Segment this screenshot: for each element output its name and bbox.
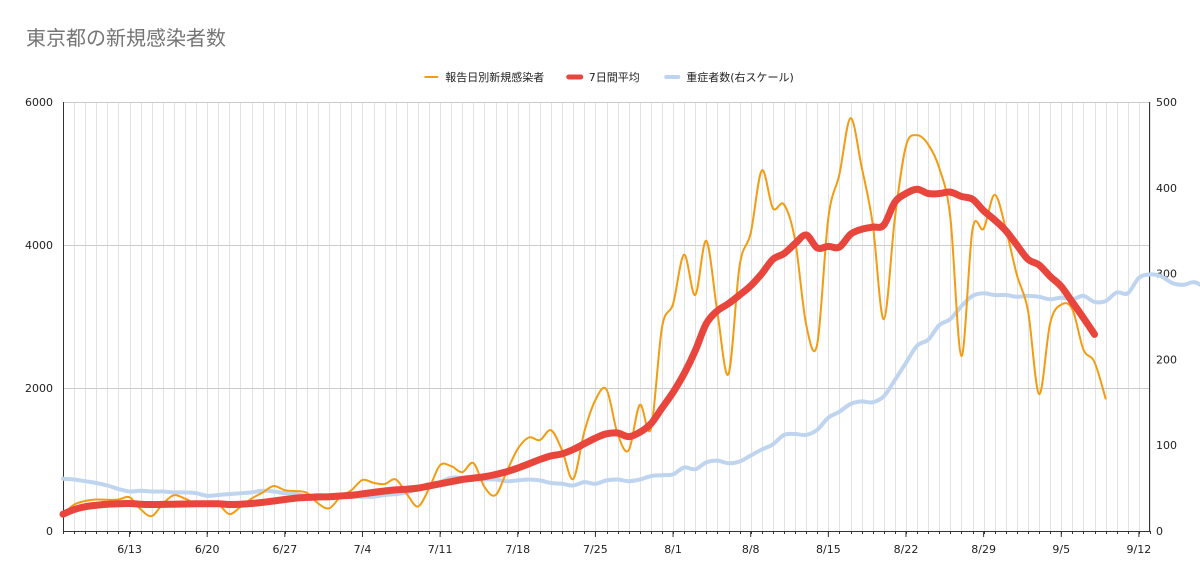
y-right-tick-label: 200 bbox=[1156, 353, 1177, 366]
x-tick-label: 6/27 bbox=[272, 543, 297, 556]
y-left-tick-label: 6000 bbox=[25, 96, 53, 109]
y-left-tick-label: 2000 bbox=[25, 382, 53, 395]
series-line-1 bbox=[59, 185, 1098, 518]
x-tick-label: 8/8 bbox=[742, 543, 760, 556]
x-tick-label: 9/12 bbox=[1127, 543, 1152, 556]
legend-label: 重症者数(右スケール) bbox=[686, 70, 794, 84]
x-tick-label: 8/1 bbox=[664, 543, 682, 556]
chart-title: 東京都の新規感染者数 bbox=[26, 26, 226, 50]
x-tick-label: 8/29 bbox=[971, 543, 996, 556]
y-right-tick-label: 500 bbox=[1156, 96, 1177, 109]
y-left-tick-label: 4000 bbox=[25, 239, 53, 252]
x-tick-label: 9/5 bbox=[1052, 543, 1070, 556]
plot-area bbox=[59, 117, 1200, 518]
y-left-tick-label: 0 bbox=[46, 525, 53, 538]
x-tick-label: 6/13 bbox=[117, 543, 142, 556]
x-tick-label: 6/20 bbox=[195, 543, 220, 556]
legend: 報告日別新規感染者 7日間平均 重症者数(右スケール) bbox=[424, 70, 794, 84]
x-tick-label: 7/11 bbox=[428, 543, 453, 556]
legend-label: 報告日別新規感染者 bbox=[445, 70, 544, 84]
legend-label: 7日間平均 bbox=[589, 71, 640, 84]
x-tick-label: 8/15 bbox=[816, 543, 841, 556]
x-tick-label: 8/22 bbox=[894, 543, 919, 556]
y-right-tick-label: 100 bbox=[1156, 439, 1177, 452]
x-tick-label: 7/4 bbox=[354, 543, 372, 556]
x-tick-label: 7/25 bbox=[583, 543, 608, 556]
series-line-2 bbox=[61, 272, 1200, 499]
y-right-tick-label: 0 bbox=[1156, 525, 1163, 538]
grid bbox=[63, 102, 1151, 532]
x-tick-label: 7/18 bbox=[505, 543, 530, 556]
y-right-tick-label: 400 bbox=[1156, 182, 1177, 195]
